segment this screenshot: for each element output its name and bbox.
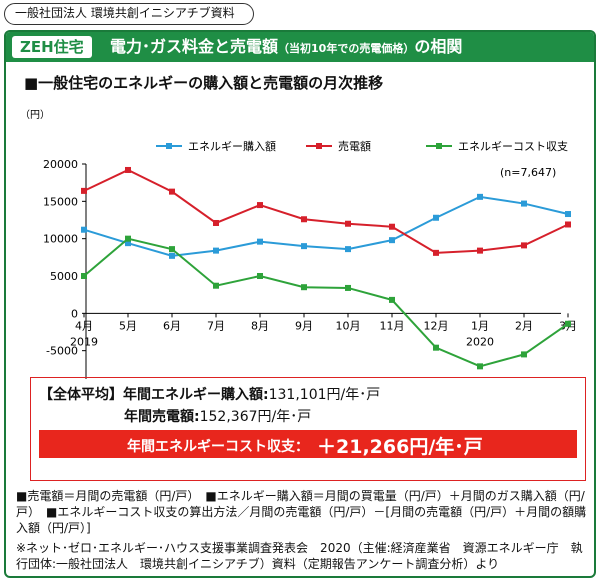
data-point xyxy=(213,282,219,289)
data-point xyxy=(169,252,175,259)
x-tick-label: 6月 xyxy=(163,319,181,332)
summary-purchase-line: 【全体平均】年間エネルギー購入額:131,101円/年･戸 xyxy=(39,384,380,404)
data-point xyxy=(125,166,131,173)
x-tick-label: 11月 xyxy=(380,319,405,332)
data-point xyxy=(257,238,263,245)
sample-size-annotation: (n=7,647) xyxy=(500,166,556,179)
data-point xyxy=(389,237,395,244)
summary-purchase-label: 年間エネルギー購入額: xyxy=(123,387,269,403)
data-point xyxy=(565,211,571,218)
summary-balance-value: ＋21,266円/年･戸 xyxy=(317,436,483,458)
data-point xyxy=(213,219,219,226)
data-point xyxy=(301,216,307,223)
summary-balance-label: 年間エネルギーコスト収支： xyxy=(127,439,309,455)
data-point xyxy=(301,284,307,291)
summary-purchase-value: 131,101円/年･戸 xyxy=(268,387,381,403)
data-point xyxy=(433,249,439,256)
chart-legend: エネルギー購入額 売電額 エネルギーコスト収支 xyxy=(156,139,568,153)
series-line xyxy=(83,237,569,368)
data-point xyxy=(565,320,571,327)
x-tick-label: 4月 xyxy=(75,319,93,332)
series-line xyxy=(83,195,569,257)
x-tick-label: 10月 xyxy=(336,319,361,332)
summary-average-label: 【全体平均】 xyxy=(39,387,123,403)
data-point xyxy=(345,220,351,227)
data-point xyxy=(125,240,131,247)
notes-source: ※ネット･ゼロ･エネルギー･ハウス支援事業調査発表会 2020（主催:経済産業省… xyxy=(16,541,583,571)
legend-marker xyxy=(436,143,442,149)
data-point xyxy=(257,202,263,209)
data-point xyxy=(81,187,87,194)
data-point xyxy=(169,188,175,195)
data-point xyxy=(477,247,483,254)
series-group xyxy=(81,235,571,370)
x-tick-label: 2月 xyxy=(515,319,533,332)
data-point xyxy=(565,221,571,228)
notes: ■売電額＝月間の売電額（円/戸） ■エネルギー購入額＝月間の買電量（円/戸）＋月… xyxy=(16,488,588,576)
data-point xyxy=(521,242,527,249)
source-tag: 一般社団法人 環境共創イニシアチブ資料 xyxy=(4,3,254,25)
data-point xyxy=(521,351,527,358)
y-tick-label: 20000 xyxy=(43,158,78,171)
x-tick-label: 8月 xyxy=(251,319,269,332)
x-tick-label: 12月 xyxy=(424,319,449,332)
legend-label: 売電額 xyxy=(338,140,371,153)
legend-marker xyxy=(316,143,322,149)
data-point xyxy=(389,223,395,230)
summary-sale-value: 152,367円/年･戸 xyxy=(199,409,312,425)
data-point xyxy=(81,226,87,233)
legend-label: エネルギー購入額 xyxy=(188,139,276,153)
chart-axes: 20000150001000050000-5000-100004月5月6月7月8… xyxy=(43,158,577,379)
line-chart: （円） (n=7,647) エネルギー購入額 売電額 エネルギーコスト収支 2000… xyxy=(20,109,577,379)
data-point xyxy=(169,246,175,253)
notes-definitions: ■売電額＝月間の売電額（円/戸） ■エネルギー購入額＝月間の買電量（円/戸）＋月… xyxy=(16,489,587,535)
x-tick-label: 1月 xyxy=(471,319,489,332)
series-group xyxy=(81,193,571,259)
y-tick-label: 0 xyxy=(71,307,78,320)
data-point xyxy=(477,363,483,370)
x-year-label: 2019 xyxy=(70,335,98,348)
data-point xyxy=(301,243,307,250)
summary-sale-label: 年間売電額: xyxy=(124,409,200,425)
chart-series xyxy=(81,166,571,370)
legend-label: エネルギーコスト収支 xyxy=(458,140,568,153)
legend-marker xyxy=(166,143,172,149)
chart-heading: ■一般住宅のエネルギーの購入額と売電額の月次推移 xyxy=(24,74,384,92)
x-tick-label: 9月 xyxy=(295,319,313,332)
data-point xyxy=(433,214,439,221)
summary-balance-bar: 年間エネルギーコスト収支： ＋21,266円/年･戸 xyxy=(39,430,577,458)
banner-title-end: の相関 xyxy=(414,37,463,56)
banner-title-note: （当初10年での売電価格） xyxy=(278,42,415,55)
data-point xyxy=(213,247,219,254)
data-point xyxy=(345,246,351,253)
banner-title-main: 電力･ガス料金と売電額 xyxy=(110,37,279,56)
series-line xyxy=(83,168,569,254)
x-tick-label: 7月 xyxy=(207,319,225,332)
data-point xyxy=(521,200,527,207)
title-banner: ZEH住宅 電力･ガス料金と売電額（当初10年での売電価格）の相関 xyxy=(6,32,594,62)
data-point xyxy=(257,273,263,279)
summary-box: 【全体平均】年間エネルギー購入額:131,101円/年･戸 年間売電額:152,… xyxy=(30,377,586,481)
data-point xyxy=(81,273,87,279)
y-tick-label: -5000 xyxy=(46,345,78,358)
summary-sale-line: 年間売電額:152,367円/年･戸 xyxy=(124,406,311,426)
data-point xyxy=(345,284,351,291)
data-point xyxy=(389,296,395,303)
y-tick-label: 10000 xyxy=(43,233,78,246)
data-point xyxy=(433,344,439,351)
series-group xyxy=(81,166,571,256)
y-tick-label: 15000 xyxy=(43,195,78,208)
zeh-badge: ZEH住宅 xyxy=(12,36,92,58)
y-tick-label: 5000 xyxy=(50,270,78,283)
y-axis-unit: （円） xyxy=(20,109,50,121)
x-year-label: 2020 xyxy=(466,335,494,348)
article-frame: ZEH住宅 電力･ガス料金と売電額（当初10年での売電価格）の相関 ■一般住宅の… xyxy=(4,30,596,578)
banner-title: 電力･ガス料金と売電額（当初10年での売電価格）の相関 xyxy=(110,32,462,62)
x-tick-label: 5月 xyxy=(119,319,137,332)
data-point xyxy=(125,235,131,242)
data-point xyxy=(477,193,483,200)
